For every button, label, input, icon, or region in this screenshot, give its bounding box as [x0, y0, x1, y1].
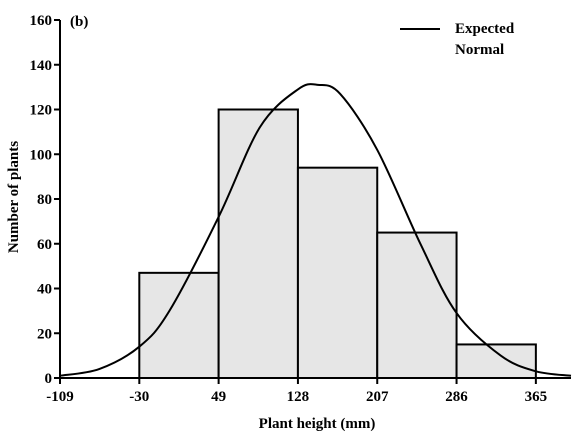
x-ticks: -109 -30 49 128 207 286 365 [46, 378, 547, 405]
histogram-bar-3 [296, 166, 379, 379]
y-tick-label: 80 [37, 192, 52, 208]
legend-label-line1: Expected [455, 21, 515, 37]
y-tick-label: 40 [37, 282, 52, 298]
x-tick-label: -30 [129, 389, 149, 405]
x-tick-label: 207 [366, 389, 389, 405]
y-tick-label: 120 [30, 103, 53, 119]
legend-label-line2: Normal [455, 42, 504, 58]
histogram-bar-4 [376, 231, 458, 379]
x-tick-label: 286 [445, 389, 468, 405]
x-tick-label: 365 [525, 389, 548, 405]
expected-normal-curve [59, 83, 572, 377]
x-axis-label: Plant height (mm) [259, 416, 376, 432]
y-ticks: 0 20 40 60 80 100 120 140 160 [30, 13, 60, 387]
y-axis-label: Number of plants [6, 141, 22, 253]
x-tick-label: 49 [211, 389, 226, 405]
histogram-bar-1 [138, 271, 220, 379]
y-tick-label: 0 [45, 371, 53, 387]
panel-label: (b) [70, 14, 88, 30]
y-tick-label: 140 [30, 58, 53, 74]
x-tick-label: -109 [46, 389, 74, 405]
legend: Expected Normal [400, 21, 515, 58]
bars-group [138, 108, 537, 379]
y-tick-label: 160 [30, 13, 53, 29]
y-tick-label: 100 [30, 147, 53, 163]
histogram-bar-5 [455, 343, 537, 379]
y-tick-label: 60 [37, 237, 52, 253]
histogram-bar-2 [217, 108, 299, 379]
x-tick-label: 128 [287, 389, 310, 405]
y-tick-label: 20 [37, 326, 52, 342]
